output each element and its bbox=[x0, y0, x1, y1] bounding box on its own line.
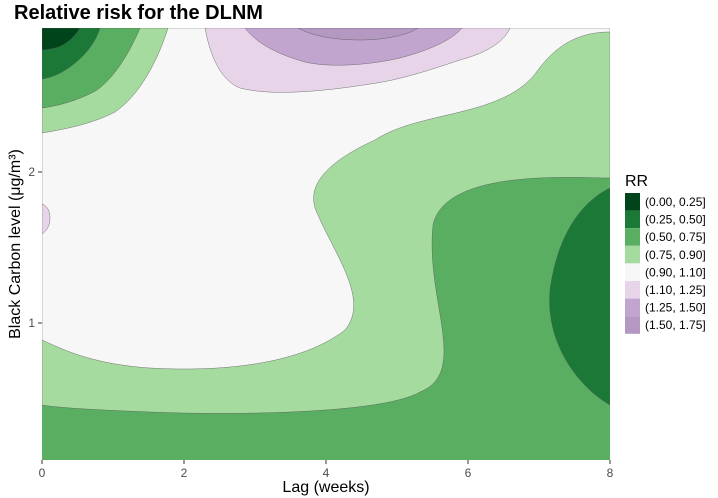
legend-swatch bbox=[625, 245, 640, 264]
legend-label: (0.00, 0.25] bbox=[645, 195, 706, 209]
band-090-110 bbox=[42, 28, 610, 370]
x-tick-label: 2 bbox=[181, 466, 188, 480]
y-axis: 1 2 Black Carbon level (μg/m³) bbox=[7, 149, 42, 339]
x-axis-title: Lag (weeks) bbox=[282, 479, 369, 496]
legend-swatch bbox=[625, 281, 640, 299]
x-tick-label: 8 bbox=[607, 466, 614, 480]
band-000-025-topleft bbox=[42, 28, 81, 51]
band-150-175 bbox=[297, 28, 419, 41]
legend-label: (0.75, 0.90] bbox=[645, 248, 706, 262]
chart-title: Relative risk for the DLNM bbox=[14, 2, 263, 24]
y-tick-label: 1 bbox=[28, 316, 35, 330]
legend-label: (0.90, 1.10] bbox=[645, 265, 706, 279]
x-tick-label: 6 bbox=[465, 466, 472, 480]
legend-label: (1.50, 1.75] bbox=[645, 318, 706, 332]
legend-swatch bbox=[625, 298, 640, 317]
legend-label: (0.50, 0.75] bbox=[645, 230, 706, 244]
legend-swatch bbox=[625, 228, 640, 246]
legend-swatch bbox=[625, 193, 640, 211]
legend-label: (1.10, 1.25] bbox=[645, 283, 706, 297]
band-025-050-right bbox=[549, 187, 610, 406]
legend-swatch bbox=[625, 210, 640, 229]
legend-swatch bbox=[625, 316, 640, 334]
x-axis: 0 2 4 6 8 Lag (weeks) bbox=[39, 460, 614, 496]
x-tick-label: 0 bbox=[39, 466, 46, 480]
legend-title: RR bbox=[625, 173, 648, 190]
legend-label: (1.25, 1.50] bbox=[645, 301, 706, 315]
contour-regions bbox=[42, 28, 610, 460]
legend: RR (0.00, 0.25] (0.25, 0.50] (0.50, 0.75] (… bbox=[625, 173, 706, 334]
band-125-150 bbox=[244, 28, 463, 66]
legend-swatch bbox=[625, 263, 640, 281]
y-tick-label: 2 bbox=[28, 165, 35, 179]
band-110-125-left bbox=[42, 203, 51, 235]
legend-label: (0.25, 0.50] bbox=[645, 213, 706, 227]
y-axis-title: Black Carbon level (μg/m³) bbox=[7, 149, 24, 339]
x-tick-label: 4 bbox=[323, 466, 330, 480]
